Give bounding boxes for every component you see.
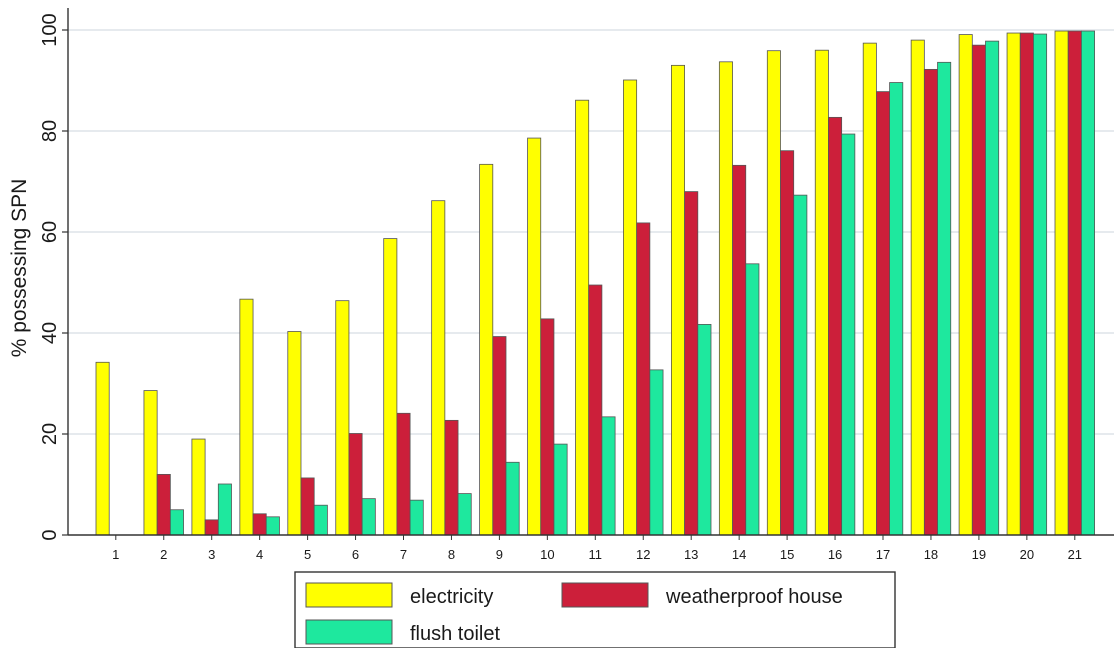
- y-tick-label: 60: [39, 221, 61, 243]
- x-tick-label: 8: [448, 547, 455, 562]
- x-tick-label: 10: [540, 547, 554, 562]
- bar-flush-toilet-5: [313, 504, 328, 536]
- x-tick-label: 18: [924, 547, 938, 562]
- bar-electricity-12: [623, 79, 638, 536]
- bar-weatherproof-house-10: [540, 318, 555, 536]
- bar-electricity-5: [287, 331, 302, 536]
- bar-electricity-16: [814, 49, 829, 536]
- bar-weatherproof-house-9: [492, 336, 507, 536]
- bar-weatherproof-house-7: [396, 412, 411, 536]
- x-tick-label: 21: [1068, 547, 1082, 562]
- y-tick-label: 40: [39, 322, 61, 344]
- bar-electricity-18: [910, 39, 925, 536]
- bar-weatherproof-house-15: [780, 150, 795, 536]
- bar-electricity-21: [1054, 30, 1069, 536]
- x-tick-label: 5: [304, 547, 311, 562]
- bar-flush-toilet-19: [985, 40, 1000, 536]
- bar-weatherproof-house-3: [204, 519, 219, 536]
- bar-weatherproof-house-6: [348, 433, 363, 536]
- bar-electricity-6: [335, 300, 350, 536]
- legend-label-flush-toilet: flush toilet: [410, 623, 500, 645]
- bar-flush-toilet-6: [361, 498, 376, 536]
- bar-weatherproof-house-12: [636, 222, 651, 536]
- bar-electricity-3: [191, 438, 206, 536]
- x-tick-label: 15: [780, 547, 794, 562]
- x-tick-label: 9: [496, 547, 503, 562]
- x-tick-label: 11: [589, 547, 603, 562]
- bar-weatherproof-house-2: [156, 473, 171, 536]
- bar-flush-toilet-3: [217, 483, 232, 536]
- bar-flush-toilet-12: [649, 369, 664, 536]
- x-tick-label: 16: [828, 547, 842, 562]
- bar-flush-toilet-21: [1081, 30, 1096, 536]
- bar-electricity-7: [383, 238, 398, 536]
- bar-weatherproof-house-16: [828, 116, 843, 536]
- y-axis-label: % possessing SPN: [8, 179, 31, 358]
- x-tick-label: 4: [256, 547, 263, 562]
- x-tick-label: 1: [112, 547, 119, 562]
- bar-electricity-8: [431, 200, 446, 536]
- x-tick-label: 19: [972, 547, 986, 562]
- legend-label-weatherproof-house: weatherproof house: [665, 586, 843, 608]
- bar-electricity-1: [95, 361, 110, 536]
- bar-electricity-20: [1006, 32, 1021, 536]
- y-tick-label: 20: [39, 423, 61, 445]
- bar-flush-toilet-20: [1033, 33, 1048, 536]
- bar-flush-toilet-13: [697, 324, 712, 536]
- x-tick-label: 13: [684, 547, 698, 562]
- bar-weatherproof-house-8: [444, 419, 459, 536]
- bar-electricity-2: [143, 390, 158, 536]
- x-tick-label: 12: [636, 547, 650, 562]
- bar-electricity-14: [718, 61, 733, 536]
- x-tick-label: 2: [160, 547, 167, 562]
- x-tick-label: 3: [208, 547, 215, 562]
- bar-weatherproof-house-21: [1067, 30, 1082, 536]
- x-tick-label: 20: [1020, 547, 1034, 562]
- bar-electricity-11: [575, 99, 590, 536]
- bar-weatherproof-house-14: [732, 164, 747, 536]
- bar-flush-toilet-16: [841, 133, 856, 536]
- bar-weatherproof-house-19: [971, 44, 986, 536]
- y-tick-label: 100: [39, 13, 61, 46]
- legend-swatch-electricity: [305, 582, 393, 608]
- bar-weatherproof-house-4: [252, 513, 267, 536]
- legend-swatch-weatherproof-house: [561, 582, 649, 608]
- bar-flush-toilet-11: [601, 416, 616, 536]
- bar-electricity-15: [766, 50, 781, 536]
- bar-flush-toilet-14: [745, 263, 760, 536]
- bar-weatherproof-house-13: [684, 191, 699, 536]
- bar-electricity-4: [239, 298, 254, 536]
- bar-flush-toilet-9: [505, 461, 520, 536]
- bar-flush-toilet-18: [937, 61, 952, 536]
- bar-weatherproof-house-11: [588, 284, 603, 536]
- bar-weatherproof-house-20: [1019, 32, 1034, 536]
- bar-electricity-17: [862, 42, 877, 536]
- bar-flush-toilet-10: [553, 443, 568, 536]
- x-tick-label: 17: [876, 547, 890, 562]
- bar-flush-toilet-4: [265, 516, 280, 536]
- bar-flush-toilet-8: [457, 493, 472, 536]
- bar-flush-toilet-15: [793, 194, 808, 536]
- x-tick-label: 7: [400, 547, 407, 562]
- bar-electricity-10: [527, 137, 542, 536]
- legend-swatch-flush-toilet: [305, 619, 393, 645]
- bar-flush-toilet-2: [169, 509, 184, 536]
- bars: [95, 30, 1096, 536]
- bar-electricity-9: [479, 163, 494, 536]
- legend: electricity weatherproof house flush toile…: [294, 571, 896, 648]
- y-tick-label: 0: [39, 529, 61, 540]
- x-tick-label: 6: [352, 547, 359, 562]
- y-tick-label: 80: [39, 120, 61, 142]
- legend-label-electricity: electricity: [410, 586, 493, 608]
- bar-electricity-19: [958, 34, 973, 536]
- x-tick-label: 14: [732, 547, 746, 562]
- bar-weatherproof-house-17: [876, 91, 891, 536]
- bar-weatherproof-house-18: [923, 68, 938, 536]
- bar-flush-toilet-17: [889, 82, 904, 536]
- bar-flush-toilet-7: [409, 499, 424, 536]
- bar-electricity-13: [671, 64, 686, 536]
- bar-weatherproof-house-5: [300, 477, 315, 536]
